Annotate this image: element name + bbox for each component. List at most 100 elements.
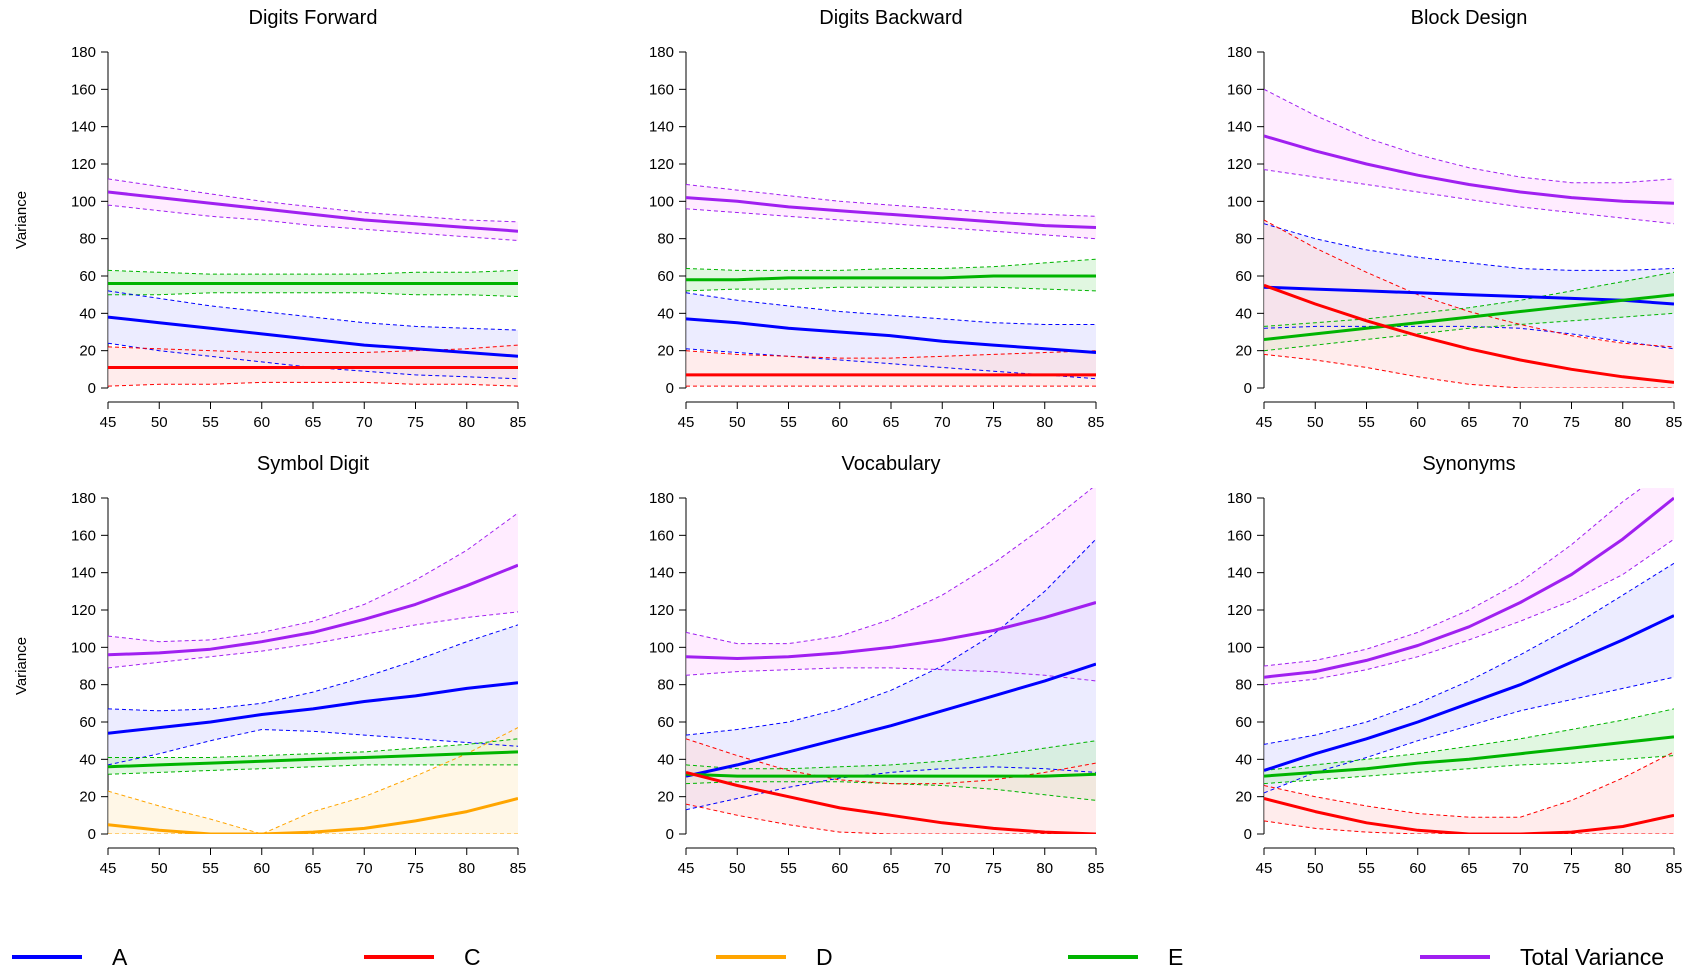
band-total-variance: [108, 178, 518, 241]
y-tick-label: 80: [657, 677, 674, 694]
x-tick-label: 80: [1614, 860, 1631, 877]
x-tick-label: 65: [1461, 414, 1478, 431]
series-line-total-variance: [686, 601, 1096, 660]
y-tick-label: 140: [71, 565, 96, 582]
lower-bound-e: [686, 286, 1096, 292]
y-tick-label: 20: [1235, 343, 1252, 360]
lower-bound-e: [108, 764, 518, 775]
lower-bound-a: [108, 728, 518, 766]
upper-bound-a: [108, 290, 518, 331]
upper-bound-total-variance: [1264, 488, 1643, 667]
x-tick-label: 45: [678, 414, 695, 431]
x-tick-label: 70: [934, 414, 951, 431]
y-tick-label: 120: [649, 602, 674, 619]
x-tick-label: 55: [202, 860, 219, 877]
y-tick-label: 140: [1227, 119, 1252, 136]
x-tick-label: 70: [1512, 860, 1529, 877]
y-axis-label: Variance: [13, 637, 30, 695]
lower-bound-total-variance: [1264, 169, 1674, 225]
panel-block-design: Block Design 0 20 40 60 80 100 120 140 160 180 45 50…: [1227, 7, 1682, 431]
series-line-e: [686, 772, 1096, 778]
band-total-variance: [1264, 488, 1674, 685]
upper-bound-e: [1264, 271, 1674, 327]
upper-bound-a: [1264, 562, 1674, 745]
y-tick-label: 160: [649, 81, 674, 98]
band-d: [108, 727, 518, 834]
y-tick-label: 140: [649, 565, 674, 582]
x-tick-label: 60: [253, 860, 270, 877]
y-tick-label: 0: [1244, 380, 1252, 397]
y-tick-label: 40: [657, 751, 674, 768]
lower-bound-total-variance: [686, 667, 1096, 682]
x-tick-label: 60: [253, 414, 270, 431]
upper-bound-a: [686, 292, 1096, 325]
band-c: [686, 738, 1096, 834]
y-tick-label: 40: [79, 751, 96, 768]
x-tick-label: 45: [100, 414, 117, 431]
y-tick-label: 120: [1227, 156, 1252, 173]
y-tick-label: 100: [71, 639, 96, 656]
series-line-a: [1264, 285, 1674, 306]
lower-bound-total-variance: [108, 204, 518, 241]
y-tick-label: 100: [71, 193, 96, 210]
y-tick-label: 160: [71, 81, 96, 98]
lower-bound-a: [1264, 325, 1674, 350]
x-tick-label: 75: [1563, 860, 1580, 877]
upper-bound-total-variance: [686, 184, 1096, 217]
series-line-total-variance: [108, 190, 518, 233]
series-line-e: [1264, 293, 1674, 341]
legend-item: Total Variance: [1420, 944, 1664, 969]
lower-bound-a: [1264, 676, 1674, 794]
legend-label: D: [816, 944, 833, 969]
panel-title: Digits Backward: [819, 7, 962, 29]
y-tick-label: 160: [1227, 527, 1252, 544]
x-tick-label: 80: [458, 860, 475, 877]
upper-bound-e: [686, 258, 1096, 271]
band-e: [1264, 708, 1674, 784]
x-tick-label: 85: [1088, 414, 1105, 431]
legend-item: A: [12, 944, 128, 969]
upper-bound-a: [1264, 223, 1674, 271]
upper-bound-e: [686, 740, 1096, 770]
y-tick-label: 140: [649, 119, 674, 136]
x-tick-label: 60: [1409, 860, 1426, 877]
y-tick-label: 60: [79, 714, 96, 731]
upper-bound-d: [108, 727, 518, 834]
y-tick-label: 40: [657, 305, 674, 322]
y-tick-label: 180: [649, 490, 674, 507]
x-tick-label: 60: [831, 860, 848, 877]
x-tick-label: 85: [1666, 414, 1683, 431]
x-tick-label: 65: [305, 860, 322, 877]
x-tick-label: 55: [780, 860, 797, 877]
upper-bound-a: [686, 538, 1096, 736]
x-tick-label: 50: [1307, 860, 1324, 877]
y-tick-label: 120: [649, 156, 674, 173]
y-tick-label: 100: [649, 193, 674, 210]
y-tick-label: 140: [1227, 565, 1252, 582]
legend-label: Total Variance: [1520, 944, 1664, 969]
band-a: [686, 539, 1096, 810]
x-tick-label: 75: [407, 860, 424, 877]
series-line-e: [1264, 735, 1674, 778]
x-tick-label: 45: [678, 860, 695, 877]
x-tick-label: 85: [510, 860, 527, 877]
y-tick-label: 80: [657, 231, 674, 248]
upper-bound-total-variance: [108, 178, 518, 223]
y-tick-label: 160: [71, 527, 96, 544]
panel-title: Symbol Digit: [257, 453, 370, 475]
lower-bound-a: [686, 766, 1096, 811]
panel-synonyms: Synonyms 0 20 40 60 80 100 120 140 160 180 45 50 55 60…: [1227, 453, 1682, 877]
x-tick-label: 70: [934, 860, 951, 877]
y-tick-label: 120: [71, 156, 96, 173]
legend-item: D: [716, 944, 833, 969]
x-tick-label: 65: [1461, 860, 1478, 877]
series-line-total-variance: [108, 563, 518, 657]
lower-bound-a: [686, 348, 1096, 380]
series-line-a: [108, 315, 518, 358]
legend-item: E: [1068, 944, 1183, 969]
y-tick-label: 100: [1227, 193, 1252, 210]
y-tick-label: 120: [71, 602, 96, 619]
x-tick-label: 55: [1358, 414, 1375, 431]
upper-bound-e: [108, 738, 518, 758]
